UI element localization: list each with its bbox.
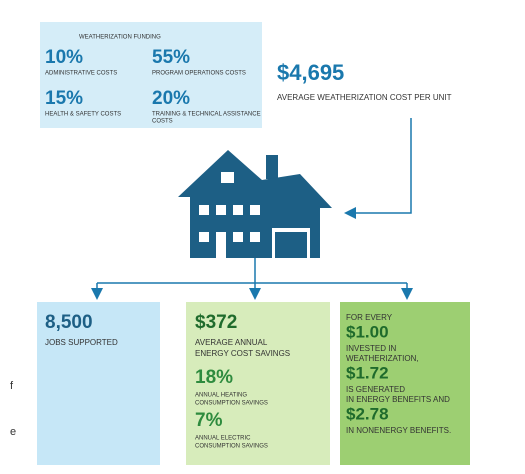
jobs-label: JOBS SUPPORTED [45, 338, 118, 347]
jobs-box [37, 302, 160, 465]
savings-item-label: CONSUMPTION SAVINGS [195, 401, 268, 407]
benefit-text: IN NONENERGY BENEFITS. [346, 426, 451, 435]
side-fragment: f [10, 380, 14, 392]
funding-label: ADMINISTRATIVE COSTS [45, 71, 117, 77]
funding-value: 55% [152, 47, 190, 68]
benefit-value: $1.00 [346, 322, 389, 341]
connectors [91, 118, 413, 300]
cost-value: $4,695 [277, 60, 344, 85]
funding-value: 15% [45, 88, 83, 109]
benefit-text: WEATHERIZATION, [346, 354, 419, 363]
funding-value: 20% [152, 88, 190, 109]
savings-item-label: CONSUMPTION SAVINGS [195, 444, 268, 450]
funding-items: 10% ADMINISTRATIVE COSTS 55% PROGRAM OPERAT… [45, 47, 261, 125]
benefit-value: $2.78 [346, 404, 389, 423]
benefit-text: FOR EVERY [346, 313, 393, 322]
benefit-text: INVESTED IN [346, 344, 396, 353]
savings-item-label: ANNUAL HEATING [195, 393, 247, 399]
funding-label: HEALTH & SAFETY COSTS [45, 112, 121, 118]
benefits-box [340, 302, 470, 465]
benefits-lines: FOR EVERY$1.00 INVESTED INWEATHERIZATION,… [346, 313, 451, 435]
savings-items: AVERAGE ANNUAL ENERGY COST SAVINGS 18% ANNU… [195, 338, 290, 449]
savings-item-label: ANNUAL ELECTRIC [195, 436, 251, 442]
benefit-text: IN ENERGY BENEFITS AND [346, 395, 450, 404]
savings-value: $372 [195, 312, 237, 333]
side-text: fe [10, 380, 16, 438]
house-icon [178, 150, 332, 258]
funding-label: TRAINING & TECHNICAL ASSISTANCE [152, 112, 261, 118]
savings-label: ENERGY COST SAVINGS [195, 349, 290, 358]
savings-label: AVERAGE ANNUAL [195, 338, 268, 347]
side-fragment: e [10, 426, 16, 438]
savings-box [186, 302, 330, 465]
jobs-value: 8,500 [45, 312, 93, 333]
funding-label: COSTS [152, 119, 173, 125]
funding-box [40, 22, 262, 128]
benefit-value: $1.72 [346, 363, 389, 382]
savings-item-value: 18% [195, 367, 233, 388]
funding-value: 10% [45, 47, 83, 68]
funding-label: PROGRAM OPERATIONS COSTS [152, 71, 246, 77]
savings-item-value: 7% [195, 410, 223, 431]
funding-title: WEATHERIZATION FUNDING [79, 35, 161, 41]
benefit-text: IS GENERATED [346, 385, 405, 394]
cost-label: AVERAGE WEATHERIZATION COST PER UNIT [277, 93, 452, 102]
